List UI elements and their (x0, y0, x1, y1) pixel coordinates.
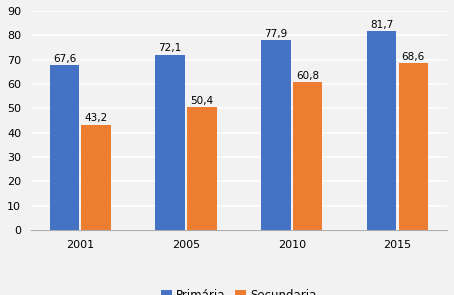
Text: 72,1: 72,1 (158, 43, 182, 53)
Bar (399, 63, 428, 230)
Text: 67,6: 67,6 (53, 54, 76, 64)
Bar (261, 40, 291, 230)
Bar (49, 65, 79, 230)
Bar (155, 55, 185, 230)
Text: 81,7: 81,7 (370, 20, 393, 30)
Text: 60,8: 60,8 (296, 71, 319, 81)
Text: 68,6: 68,6 (402, 52, 425, 62)
Bar (187, 107, 217, 230)
Bar (293, 82, 322, 230)
Text: 50,4: 50,4 (190, 96, 213, 106)
Bar (367, 31, 396, 230)
Bar (81, 125, 111, 230)
Text: 43,2: 43,2 (84, 114, 108, 123)
Text: 77,9: 77,9 (264, 29, 287, 39)
Legend: Primária, Secundaria: Primária, Secundaria (156, 284, 321, 295)
